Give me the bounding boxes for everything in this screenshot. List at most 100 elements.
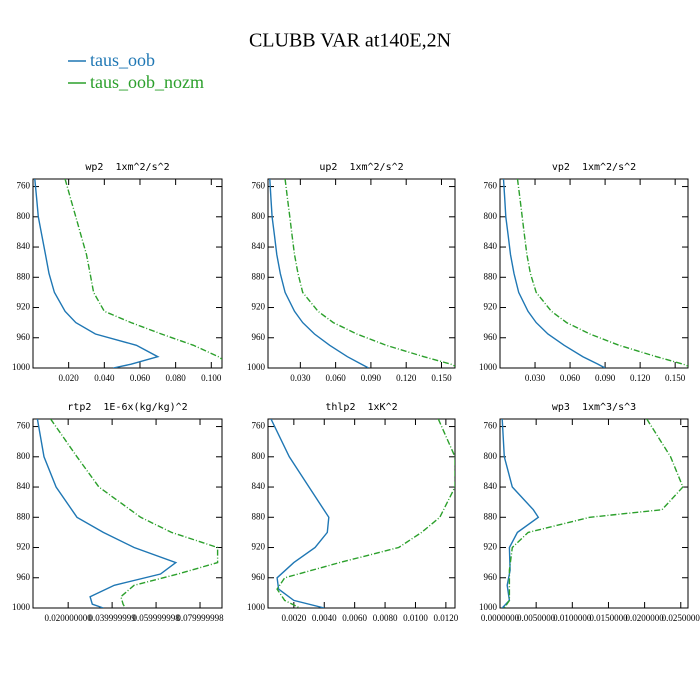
subplot-title: thlp2 1xK^2 (325, 402, 397, 413)
y-tick-label: 800 (17, 211, 31, 221)
subplot-title: wp3 1xm^3/s^3 (552, 402, 636, 413)
x-tick-label: 0.120 (630, 373, 651, 383)
x-tick-label: 0.020000000 (45, 613, 93, 623)
y-tick-label: 840 (252, 481, 266, 491)
y-tick-label: 840 (17, 241, 31, 251)
subplot-title: rtp2 1E-6x(kg/kg)^2 (67, 402, 187, 413)
x-tick-label: 0.0060 (342, 613, 367, 623)
x-tick-label: 0.0000000 (481, 613, 520, 623)
y-tick-label: 800 (17, 451, 31, 461)
data-line (64, 179, 222, 361)
x-tick-label: 0.0020 (281, 613, 306, 623)
x-tick-label: 0.0100000 (553, 613, 592, 623)
y-tick-label: 1000 (12, 602, 31, 612)
data-line (276, 419, 455, 608)
x-tick-label: 0.090 (595, 373, 616, 383)
data-line (501, 419, 540, 608)
y-tick-label: 880 (17, 511, 31, 521)
figure-title: CLUBB VAR at140E,2N (249, 30, 451, 52)
x-tick-label: 0.090 (361, 373, 382, 383)
y-tick-label: 920 (252, 542, 266, 552)
x-tick-label: 0.020 (59, 373, 80, 383)
x-tick-label: 0.060 (326, 373, 347, 383)
y-tick-label: 880 (252, 511, 266, 521)
subplot: rtp2 1E-6x(kg/kg)^2 760 800 840 880 920 960 100… (12, 402, 224, 623)
y-tick-label: 1000 (247, 362, 266, 372)
x-tick-label: 0.0050000 (517, 613, 556, 623)
plot-frame (499, 418, 689, 609)
x-tick-label: 0.059999998 (132, 613, 180, 623)
plot-frame (32, 178, 223, 369)
x-tick-label: 0.150 (665, 373, 686, 383)
x-tick-label: 0.0200000 (625, 613, 664, 623)
y-tick-label: 760 (17, 421, 31, 431)
y-tick-label: 800 (252, 451, 266, 461)
y-tick-label: 960 (252, 332, 266, 342)
y-tick-label: 800 (252, 211, 266, 221)
plot-frame (499, 178, 689, 369)
y-tick-label: 960 (484, 332, 498, 342)
plot-frame (267, 418, 456, 609)
legend-entry: taus_oob (90, 50, 155, 70)
data-line (270, 419, 330, 608)
y-tick-label: 960 (252, 572, 266, 582)
x-tick-label: 0.120 (396, 373, 417, 383)
y-tick-label: 960 (17, 572, 31, 582)
x-tick-label: 0.039999999 (88, 613, 136, 623)
data-line (503, 419, 684, 608)
plot-frame (267, 178, 456, 369)
x-tick-label: 0.0120 (434, 613, 459, 623)
x-tick-label: 0.060 (130, 373, 151, 383)
x-tick-label: 0.100 (201, 373, 222, 383)
subplot: vp2 1xm^2/s^2 760 800 840 880 920 960 1000 0.030… (479, 162, 689, 383)
y-tick-label: 840 (17, 481, 31, 491)
y-tick-label: 760 (484, 421, 498, 431)
y-tick-label: 840 (484, 241, 498, 251)
data-line (502, 179, 606, 368)
y-tick-label: 840 (484, 481, 498, 491)
y-tick-label: 880 (484, 271, 498, 281)
x-tick-label: 0.060 (560, 373, 581, 383)
x-tick-label: 0.0150000 (589, 613, 628, 623)
data-line (50, 419, 219, 608)
subplot: wp2 1xm^2/s^2 760 800 840 880 920 960 1000 0.020… (12, 162, 223, 383)
x-tick-label: 0.150 (431, 373, 452, 383)
y-tick-label: 920 (17, 542, 31, 552)
x-tick-label: 0.030 (290, 373, 311, 383)
subplot-title: vp2 1xm^2/s^2 (552, 162, 636, 173)
subplot: up2 1xm^2/s^2 760 800 840 880 920 960 1000 0.030… (247, 162, 456, 383)
x-tick-label: 0.080 (166, 373, 187, 383)
subplot: wp3 1xm^3/s^3 760 800 840 880 920 960 10000.000… (479, 402, 700, 623)
y-tick-label: 1000 (12, 362, 31, 372)
x-tick-label: 0.0040 (312, 613, 337, 623)
x-tick-label: 0.040 (94, 373, 115, 383)
x-tick-label: 0.079999998 (176, 613, 224, 623)
y-tick-label: 1000 (247, 602, 266, 612)
x-tick-label: 0.0080 (373, 613, 398, 623)
data-line (284, 179, 455, 367)
x-tick-label: 0.0100 (403, 613, 428, 623)
y-tick-label: 960 (484, 572, 498, 582)
y-tick-label: 800 (484, 211, 498, 221)
y-tick-label: 760 (484, 181, 498, 191)
subplot-title: wp2 1xm^2/s^2 (85, 162, 169, 173)
y-tick-label: 920 (484, 302, 498, 312)
x-tick-label: 0.0250000 (662, 613, 700, 623)
y-tick-label: 920 (252, 302, 266, 312)
y-tick-label: 880 (17, 271, 31, 281)
y-tick-label: 760 (17, 181, 31, 191)
y-tick-label: 800 (484, 451, 498, 461)
data-line (269, 179, 369, 368)
y-tick-label: 760 (252, 181, 266, 191)
y-tick-label: 1000 (479, 602, 498, 612)
y-tick-label: 960 (17, 332, 31, 342)
data-line (36, 419, 178, 608)
y-tick-label: 880 (252, 271, 266, 281)
y-tick-label: 1000 (479, 362, 498, 372)
data-line (516, 179, 688, 367)
plot-frame (32, 418, 223, 609)
legend-entry: taus_oob_nozm (90, 72, 204, 92)
y-tick-label: 920 (17, 302, 31, 312)
subplot-title: up2 1xm^2/s^2 (319, 162, 403, 173)
